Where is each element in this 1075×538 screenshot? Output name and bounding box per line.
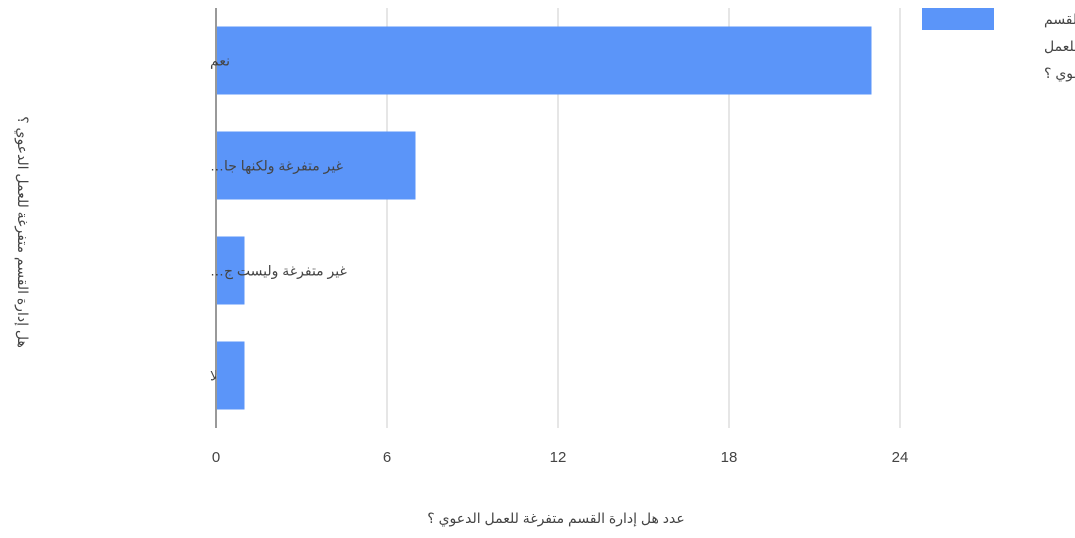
- bar: [217, 236, 245, 305]
- category-label: غير متفرغة وليست ج…: [210, 263, 347, 280]
- legend-label: هل إدارة القسم متفرغة للعمل الدعوي ؟: [1044, 11, 1075, 82]
- x-tick-label: 12: [550, 449, 567, 466]
- x-tick-label: 24: [892, 449, 909, 466]
- legend-swatch: [922, 8, 994, 30]
- category-label: لا: [210, 368, 218, 384]
- category-label: نعم: [210, 53, 230, 70]
- bar: [217, 26, 872, 95]
- x-tick-label: 6: [383, 449, 391, 466]
- x-axis-title: عدد هل إدارة القسم متفرغة للعمل الدعوي ؟: [427, 510, 685, 527]
- bars: [217, 26, 872, 410]
- bar: [217, 131, 416, 200]
- legend-label-line: الدعوي ؟: [1044, 65, 1075, 82]
- legend-label-line: متفرغة للعمل: [1044, 38, 1075, 55]
- x-tick-label: 0: [212, 449, 220, 466]
- bar: [217, 341, 245, 410]
- x-tick-labels: 0 6 12 18 24: [212, 449, 909, 466]
- legend-label-line: هل إدارة القسم: [1044, 11, 1075, 28]
- x-tick-label: 18: [721, 449, 738, 466]
- legend: هل إدارة القسم متفرغة للعمل الدعوي ؟: [922, 8, 1075, 82]
- y-axis-title: هل إدارة القسم متفرغة للعمل الدعوي ؟: [14, 116, 31, 348]
- category-labels: نعم غير متفرغة ولكنها جا… غير متفرغة وليست…: [210, 53, 347, 384]
- category-label: غير متفرغة ولكنها جا…: [210, 158, 343, 175]
